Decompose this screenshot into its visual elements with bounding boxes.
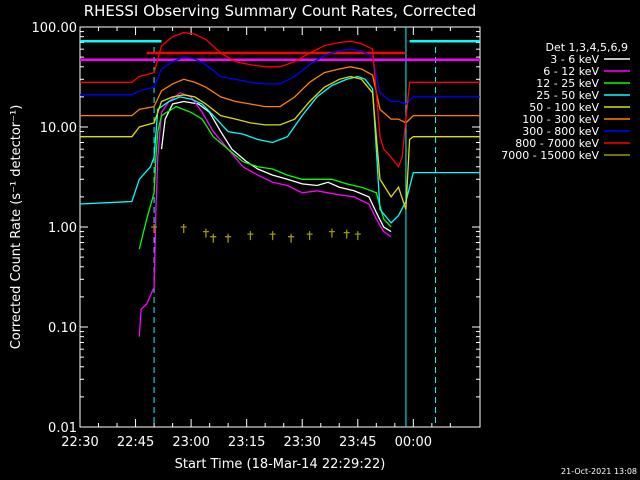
- series-line: [80, 66, 480, 124]
- x-tick-label: 22:30: [61, 435, 98, 450]
- y-tick-label: 100.00: [32, 21, 78, 36]
- series-lines: [79, 31, 480, 337]
- y-tick-label: 1.00: [48, 221, 77, 236]
- y-tick-label: 0.01: [48, 421, 77, 436]
- x-tick-label: 22:45: [117, 435, 154, 450]
- chart-title: RHESSI Observing Summary Count Rates, Co…: [84, 2, 477, 20]
- legend-title: Det 1,3,4,5,6,9: [545, 41, 628, 54]
- series-line: [160, 100, 392, 233]
- legend-entry-label: 12 - 25 keV: [536, 77, 599, 90]
- x-tick-label: 00:00: [395, 435, 432, 450]
- axis-ticks: 22:30 22:45 23:00 23:15 23:30 23:45 00:00 0.01 0…: [32, 21, 480, 450]
- y-axis-label: Corrected Count Rate (s⁻¹ detector⁻¹): [9, 105, 24, 350]
- series-line: [80, 31, 480, 169]
- series-line: [151, 224, 361, 243]
- legend-entry-label: 800 - 7000 keV: [515, 137, 599, 150]
- x-tick-label: 23:30: [283, 435, 320, 450]
- y-tick-label: 0.10: [48, 321, 77, 336]
- x-tick-label: 23:00: [172, 435, 209, 450]
- series-line: [80, 75, 480, 210]
- legend-entry-label: 25 - 50 keV: [536, 89, 599, 102]
- x-tick-label: 23:45: [339, 435, 376, 450]
- legend-entry-label: 50 - 100 keV: [529, 101, 599, 114]
- series-line: [138, 92, 392, 337]
- date-stamp: 21-Oct-2021 13:08: [561, 467, 637, 476]
- legend-entry-label: 3 - 6 keV: [550, 53, 599, 66]
- legend-entry-label: 100 - 300 keV: [522, 113, 599, 126]
- x-tick-label: 23:15: [228, 435, 265, 450]
- time-markers: [153, 27, 437, 427]
- flag-lines: [80, 40, 480, 62]
- y-tick-label: 10.00: [40, 121, 77, 136]
- legend-entry-label: 6 - 12 keV: [543, 65, 599, 78]
- x-axis-label: Start Time (18-Mar-14 22:29:22): [175, 457, 386, 472]
- series-line: [80, 48, 480, 105]
- series-line: [138, 105, 392, 250]
- legend-entry-label: 300 - 800 keV: [522, 125, 599, 138]
- legend-entry-label: 7000 - 15000 keV: [501, 149, 599, 162]
- series-line: [79, 75, 480, 224]
